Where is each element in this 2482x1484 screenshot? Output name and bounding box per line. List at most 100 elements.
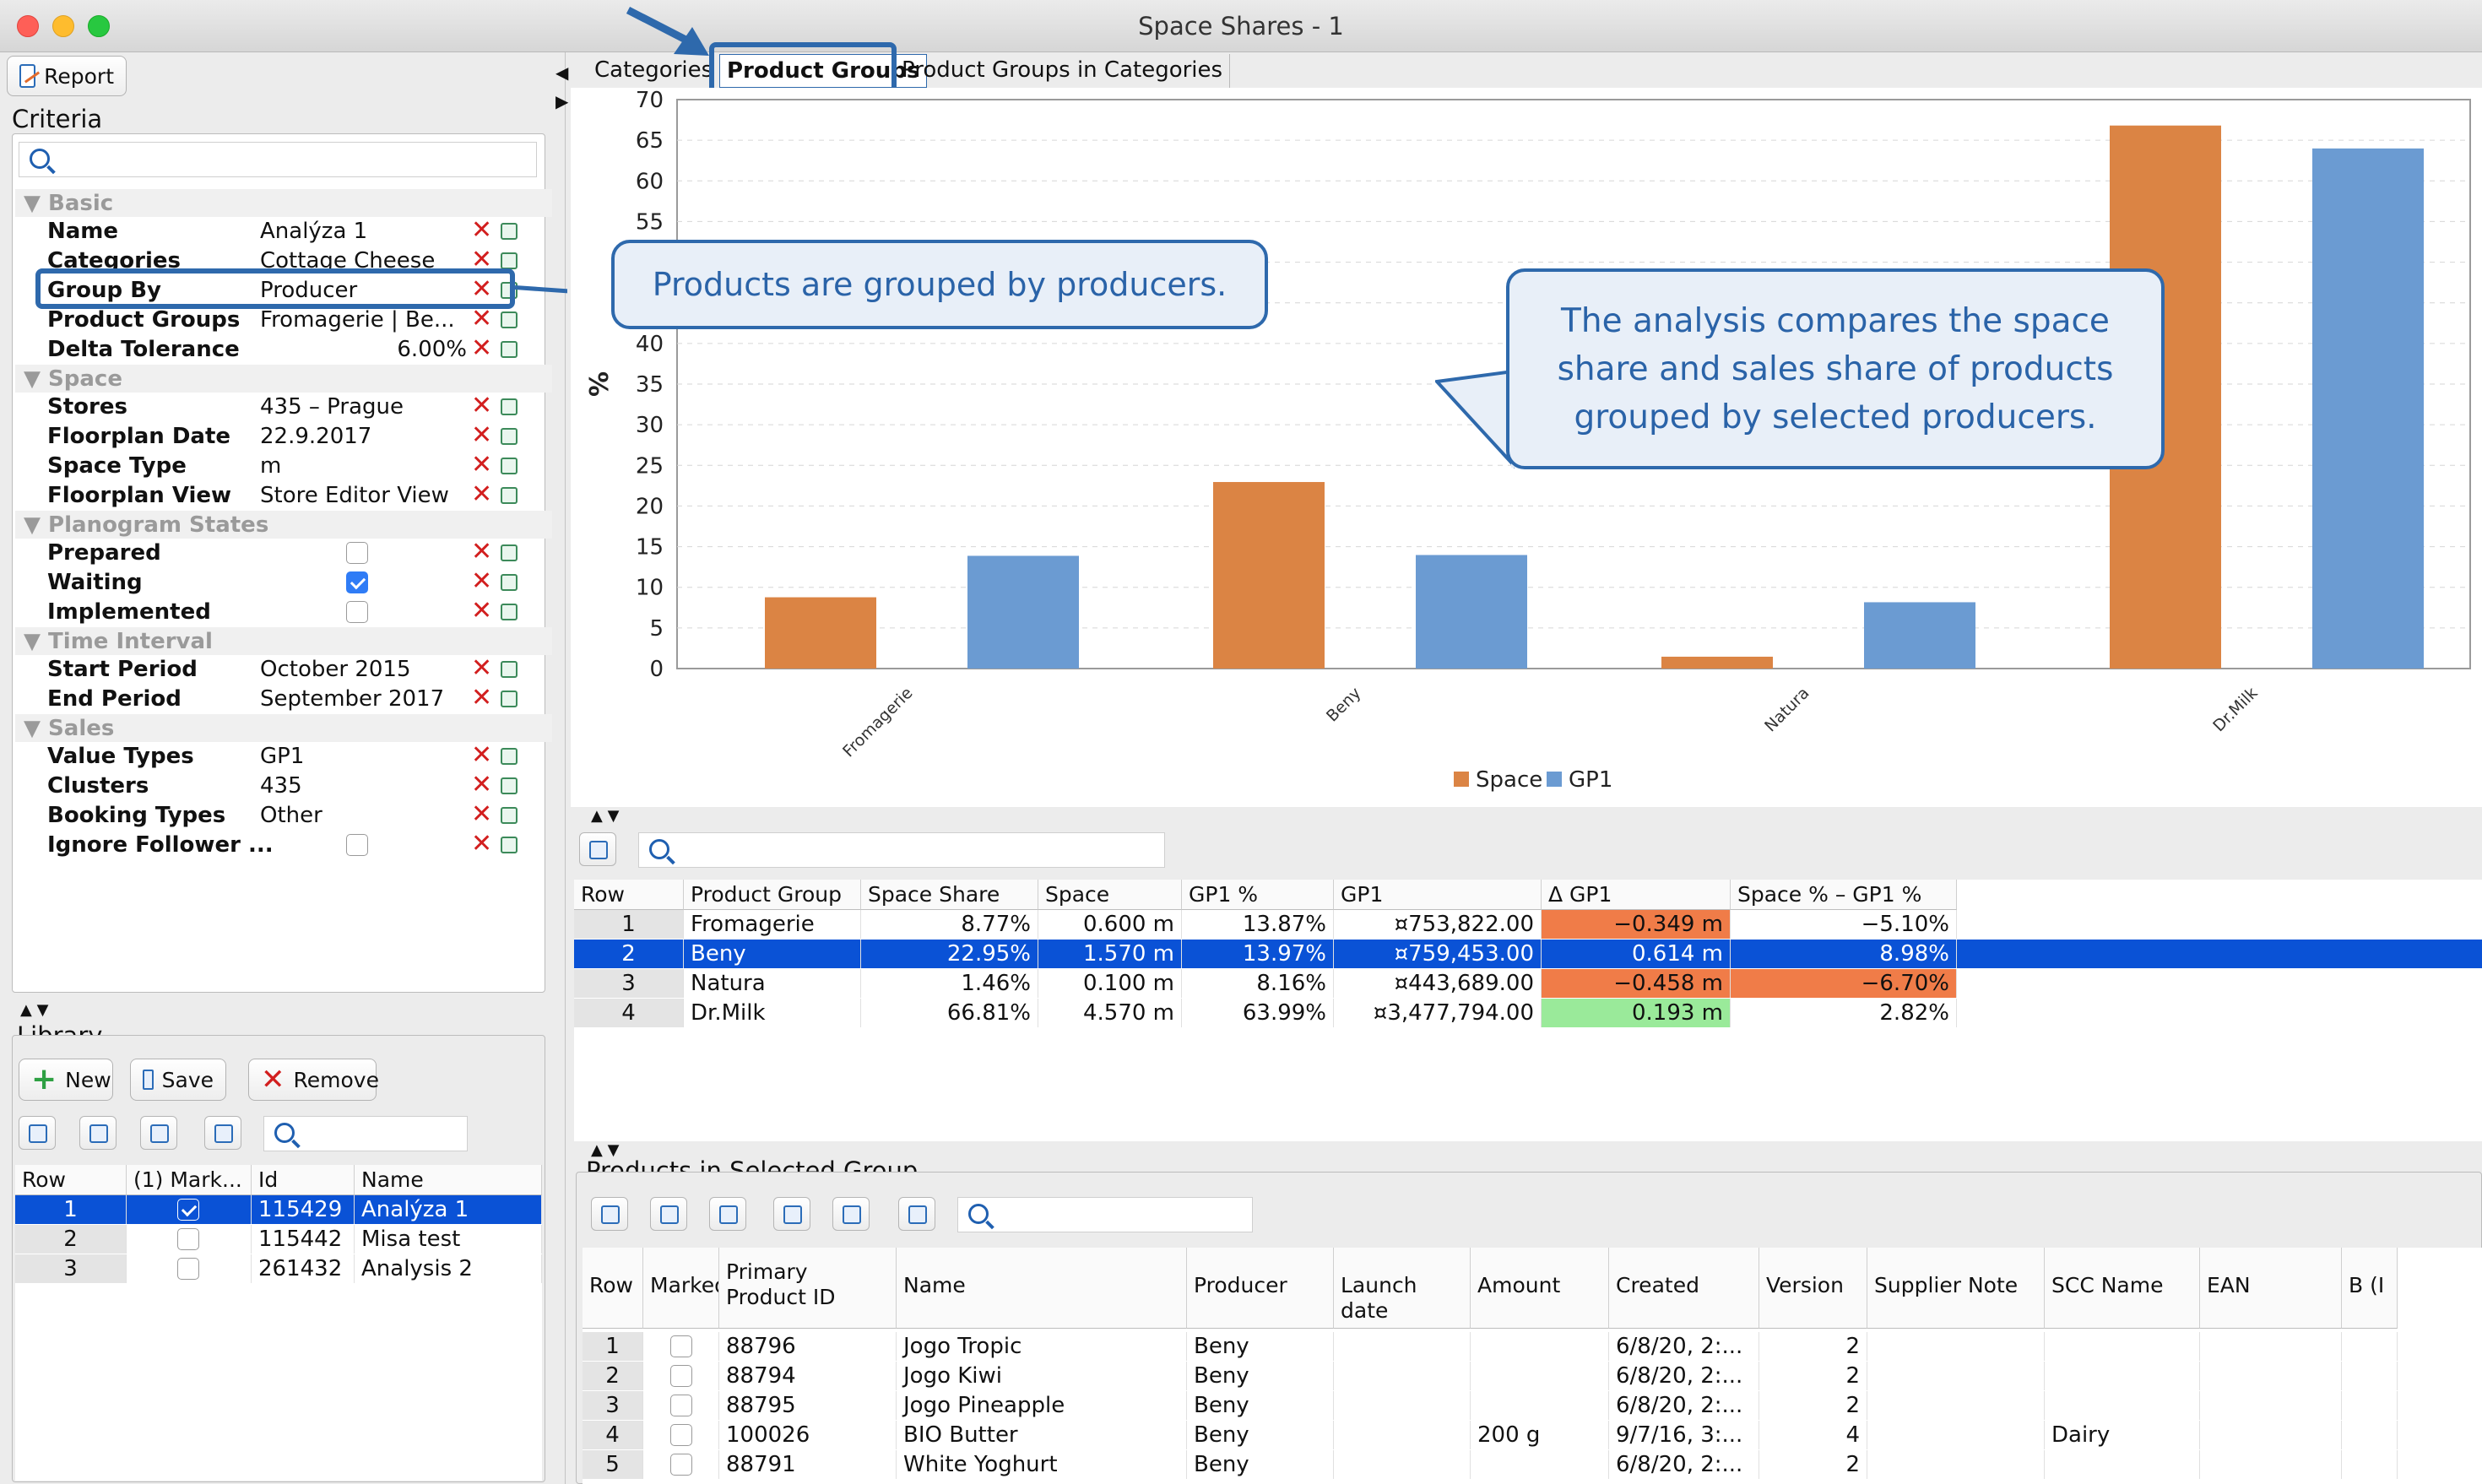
collapse-left-icon[interactable]: ◀ — [555, 62, 569, 83]
summary-cell-share[interactable]: 1.46% — [861, 969, 1038, 998]
summary-cell-share[interactable]: 22.95% — [861, 940, 1038, 968]
remove-button[interactable]: ✕ Remove — [248, 1059, 379, 1101]
library-row-name[interactable]: Analýza 1 — [355, 1195, 542, 1224]
summary-col-7[interactable]: Space % – GP1 % — [1731, 880, 1957, 910]
summary-cell-diff[interactable]: −6.70% — [1731, 969, 1957, 998]
criteria-row-start-period[interactable]: Start Period October 2015 ✕ — [15, 655, 552, 685]
copy-icon[interactable] — [650, 1197, 687, 1231]
criteria-row-space-type[interactable]: Space Type m ✕ — [15, 452, 552, 481]
clear-icon[interactable]: ✕ — [471, 566, 493, 596]
criteria-row-name[interactable]: Name Analýza 1 ✕ — [15, 217, 552, 246]
criteria-value[interactable]: Fromagerie | Be... — [260, 307, 455, 333]
products-search-input[interactable] — [957, 1197, 1253, 1232]
summary-col-2[interactable]: Space Share — [861, 880, 1038, 910]
zoom-window-button[interactable] — [88, 15, 110, 37]
edit-icon[interactable] — [501, 428, 518, 445]
minimize-window-button[interactable] — [52, 15, 74, 37]
criteria-value[interactable]: 22.9.2017 — [260, 424, 372, 449]
summary-col-3[interactable]: Space — [1038, 880, 1182, 910]
products-cell-3[interactable]: Jogo Kiwi — [897, 1362, 1187, 1390]
library-col-marked[interactable]: (1) Mark... — [127, 1165, 252, 1195]
summary-cell-row[interactable]: 3 — [574, 969, 684, 998]
library-row-name[interactable]: Misa test — [355, 1225, 542, 1254]
products-cell-10[interactable] — [2045, 1332, 2200, 1361]
criteria-group-planogram-states[interactable]: ▼ Planogram States — [15, 511, 552, 539]
clear-icon[interactable]: ✕ — [471, 420, 493, 450]
summary-col-1[interactable]: Product Group — [684, 880, 861, 910]
chart-splitter-arrows[interactable]: ▲ ▼ — [591, 807, 620, 825]
products-cell-8[interactable]: 2 — [1759, 1391, 1867, 1420]
products-cell-11[interactable] — [2200, 1362, 2342, 1390]
edit-icon[interactable] — [501, 311, 518, 328]
summary-col-6[interactable]: Δ GP1 — [1542, 880, 1731, 910]
products-cell-6[interactable]: 200 g — [1471, 1421, 1609, 1449]
summary-cell-gp1[interactable]: ¤443,689.00 — [1334, 969, 1542, 998]
clear-icon[interactable]: ✕ — [471, 391, 493, 420]
edit-icon[interactable] — [501, 398, 518, 415]
criteria-row-implemented[interactable]: Implemented ✕ — [15, 598, 552, 627]
criteria-value[interactable]: m — [260, 453, 282, 479]
library-row-id[interactable]: 115442 — [252, 1225, 355, 1254]
products-cell-4[interactable]: Beny — [1187, 1332, 1334, 1361]
summary-cell-share[interactable]: 8.77% — [861, 910, 1038, 939]
clipboard-icon[interactable] — [898, 1197, 935, 1231]
summary-cell-row[interactable]: 4 — [574, 999, 684, 1027]
products-cell-1[interactable] — [643, 1450, 719, 1479]
summary-cell-gp1pct[interactable]: 13.97% — [1182, 940, 1334, 968]
marked-checkbox[interactable] — [670, 1365, 692, 1387]
products-cell-6[interactable] — [1471, 1362, 1609, 1390]
products-cell-4[interactable]: Beny — [1187, 1450, 1334, 1479]
products-cell-9[interactable] — [1867, 1362, 2045, 1390]
products-cell-10[interactable] — [2045, 1362, 2200, 1390]
products-col-7[interactable]: Created — [1609, 1248, 1759, 1329]
products-col-10[interactable]: SCC Name — [2045, 1248, 2200, 1329]
products-col-8[interactable]: Version — [1759, 1248, 1867, 1329]
summary-cell-diff[interactable]: −5.10% — [1731, 910, 1957, 939]
criteria-group-basic[interactable]: ▼ Basic — [15, 189, 552, 217]
marked-checkbox[interactable] — [670, 1335, 692, 1357]
summary-cell-row[interactable]: 1 — [574, 910, 684, 939]
report-button[interactable]: Report — [7, 56, 127, 96]
check-all-icon[interactable] — [591, 1197, 628, 1231]
help-icon[interactable] — [140, 1116, 177, 1150]
summary-cell-group[interactable]: Dr.Milk — [684, 999, 861, 1027]
check-all-icon[interactable] — [19, 1116, 56, 1150]
clear-icon[interactable]: ✕ — [471, 799, 493, 829]
criteria-row-floorplan-view[interactable]: Floorplan View Store Editor View ✕ — [15, 481, 552, 511]
save-button[interactable]: Save — [130, 1059, 226, 1101]
products-cell-4[interactable]: Beny — [1187, 1391, 1334, 1420]
products-cell-4[interactable]: Beny — [1187, 1421, 1334, 1449]
criteria-row-clusters[interactable]: Clusters 435 ✕ — [15, 772, 552, 801]
criteria-value[interactable]: 6.00% — [397, 337, 467, 362]
clear-icon[interactable]: ✕ — [471, 683, 493, 712]
products-cell-2[interactable]: 88794 — [719, 1362, 897, 1390]
edit-icon[interactable] — [501, 458, 518, 474]
products-cell-8[interactable]: 4 — [1759, 1421, 1867, 1449]
clear-icon[interactable]: ✕ — [471, 215, 493, 245]
criteria-search-input[interactable] — [19, 142, 537, 177]
criteria-value[interactable]: Other — [260, 803, 322, 828]
summary-cell-gp1[interactable]: ¤753,822.00 — [1334, 910, 1542, 939]
products-col-5[interactable]: Launch date — [1334, 1248, 1471, 1329]
products-cell-9[interactable] — [1867, 1332, 2045, 1361]
products-cell-1[interactable] — [643, 1391, 719, 1420]
products-col-11[interactable]: EAN — [2200, 1248, 2342, 1329]
products-cell-9[interactable] — [1867, 1450, 2045, 1479]
products-cell-7[interactable]: 6/8/20, 2:... — [1609, 1332, 1759, 1361]
criteria-row-booking-types[interactable]: Booking Types Other ✕ — [15, 801, 552, 831]
summary-cell-space[interactable]: 0.600 m — [1038, 910, 1182, 939]
products-cell-7[interactable]: 6/8/20, 2:... — [1609, 1362, 1759, 1390]
products-cell-5[interactable] — [1334, 1332, 1471, 1361]
criteria-value[interactable]: Analýza 1 — [260, 219, 368, 244]
clear-icon[interactable]: ✕ — [471, 304, 493, 333]
products-cell-12[interactable] — [2342, 1391, 2398, 1420]
edit-icon[interactable] — [501, 252, 518, 269]
criteria-row-floorplan-date[interactable]: Floorplan Date 22.9.2017 ✕ — [15, 422, 552, 452]
products-cell-7[interactable]: 6/8/20, 2:... — [1609, 1450, 1759, 1479]
products-cell-6[interactable] — [1471, 1391, 1609, 1420]
close-window-button[interactable] — [17, 15, 39, 37]
library-row-id[interactable]: 115429 — [252, 1195, 355, 1224]
clear-icon[interactable]: ✕ — [471, 450, 493, 479]
products-col-12[interactable]: B (I — [2342, 1248, 2398, 1329]
edit-icon[interactable] — [501, 661, 518, 678]
